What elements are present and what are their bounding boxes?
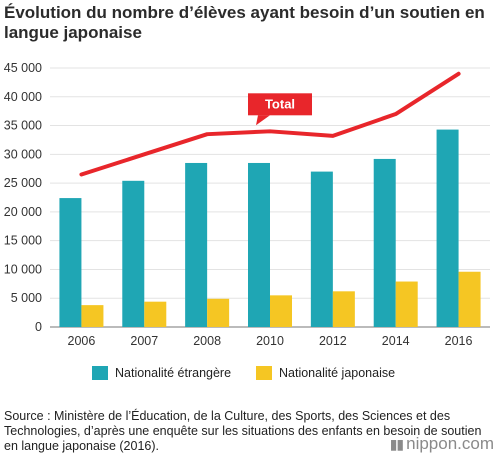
y-tick-label: 40 000 (4, 90, 42, 104)
nippon-logo-text: nippon.com (406, 434, 494, 453)
y-tick-label: 30 000 (4, 147, 42, 161)
legend-label-japanese: Nationalité japonaise (279, 366, 396, 380)
bar-japanese (207, 298, 230, 327)
y-tick-label: 35 000 (4, 119, 42, 133)
line-total (79, 71, 461, 177)
x-tick-label: 2006 (68, 334, 96, 348)
bar-foreign (373, 158, 396, 327)
bar-foreign (436, 129, 459, 327)
y-tick-label: 45 000 (4, 61, 42, 75)
legend-swatch-japanese (256, 366, 272, 380)
bar-japanese (144, 301, 167, 327)
total-callout-pointer (256, 115, 270, 126)
bar-foreign (59, 198, 82, 327)
y-tick-label: 10 000 (4, 262, 42, 276)
total-callout-label: Total (265, 96, 295, 111)
bar-japanese (395, 281, 418, 327)
bar-japanese (270, 295, 292, 327)
x-tick-label: 2010 (256, 334, 284, 348)
y-tick-label: 25 000 (4, 176, 42, 190)
nippon-logo: ▮▮ nippon.com (390, 434, 494, 454)
x-tick-label: 2008 (193, 334, 221, 348)
legend-item-japanese: Nationalité japonaise (256, 366, 395, 380)
x-tick-label: 2014 (382, 334, 410, 348)
legend-label-foreign: Nationalité étrangère (115, 366, 232, 380)
y-tick-label: 20 000 (4, 205, 42, 219)
chart-legend: Nationalité étrangère Nationalité japona… (0, 366, 500, 386)
bar-japanese (458, 271, 481, 327)
x-tick-label: 2012 (319, 334, 347, 348)
x-tick-label: 2007 (130, 334, 158, 348)
legend-swatch-foreign (92, 366, 108, 380)
bar-foreign (122, 180, 145, 327)
bar-foreign (185, 162, 208, 327)
total-callout-box (248, 93, 312, 116)
bar-japanese (81, 305, 104, 327)
chart-title: Évolution du nombre d’élèves ayant besoi… (4, 3, 485, 42)
bar-japanese (332, 291, 355, 327)
bar-foreign (248, 162, 270, 327)
x-tick-label: 2016 (445, 334, 473, 348)
y-tick-label: 15 000 (4, 234, 42, 248)
source-note: Source : Ministère de l’Éducation, de la… (4, 409, 482, 453)
y-tick-label: 0 (35, 320, 42, 334)
legend-item-foreign: Nationalité étrangère (92, 366, 231, 380)
nippon-logo-mark-icon: ▮▮ (389, 435, 404, 452)
y-tick-label: 5 000 (11, 291, 42, 305)
chart-plot: 0 5 000 10 000 15 000 20 000 25 000 30 000 35 0… (4, 61, 490, 348)
bar-foreign (310, 171, 333, 327)
